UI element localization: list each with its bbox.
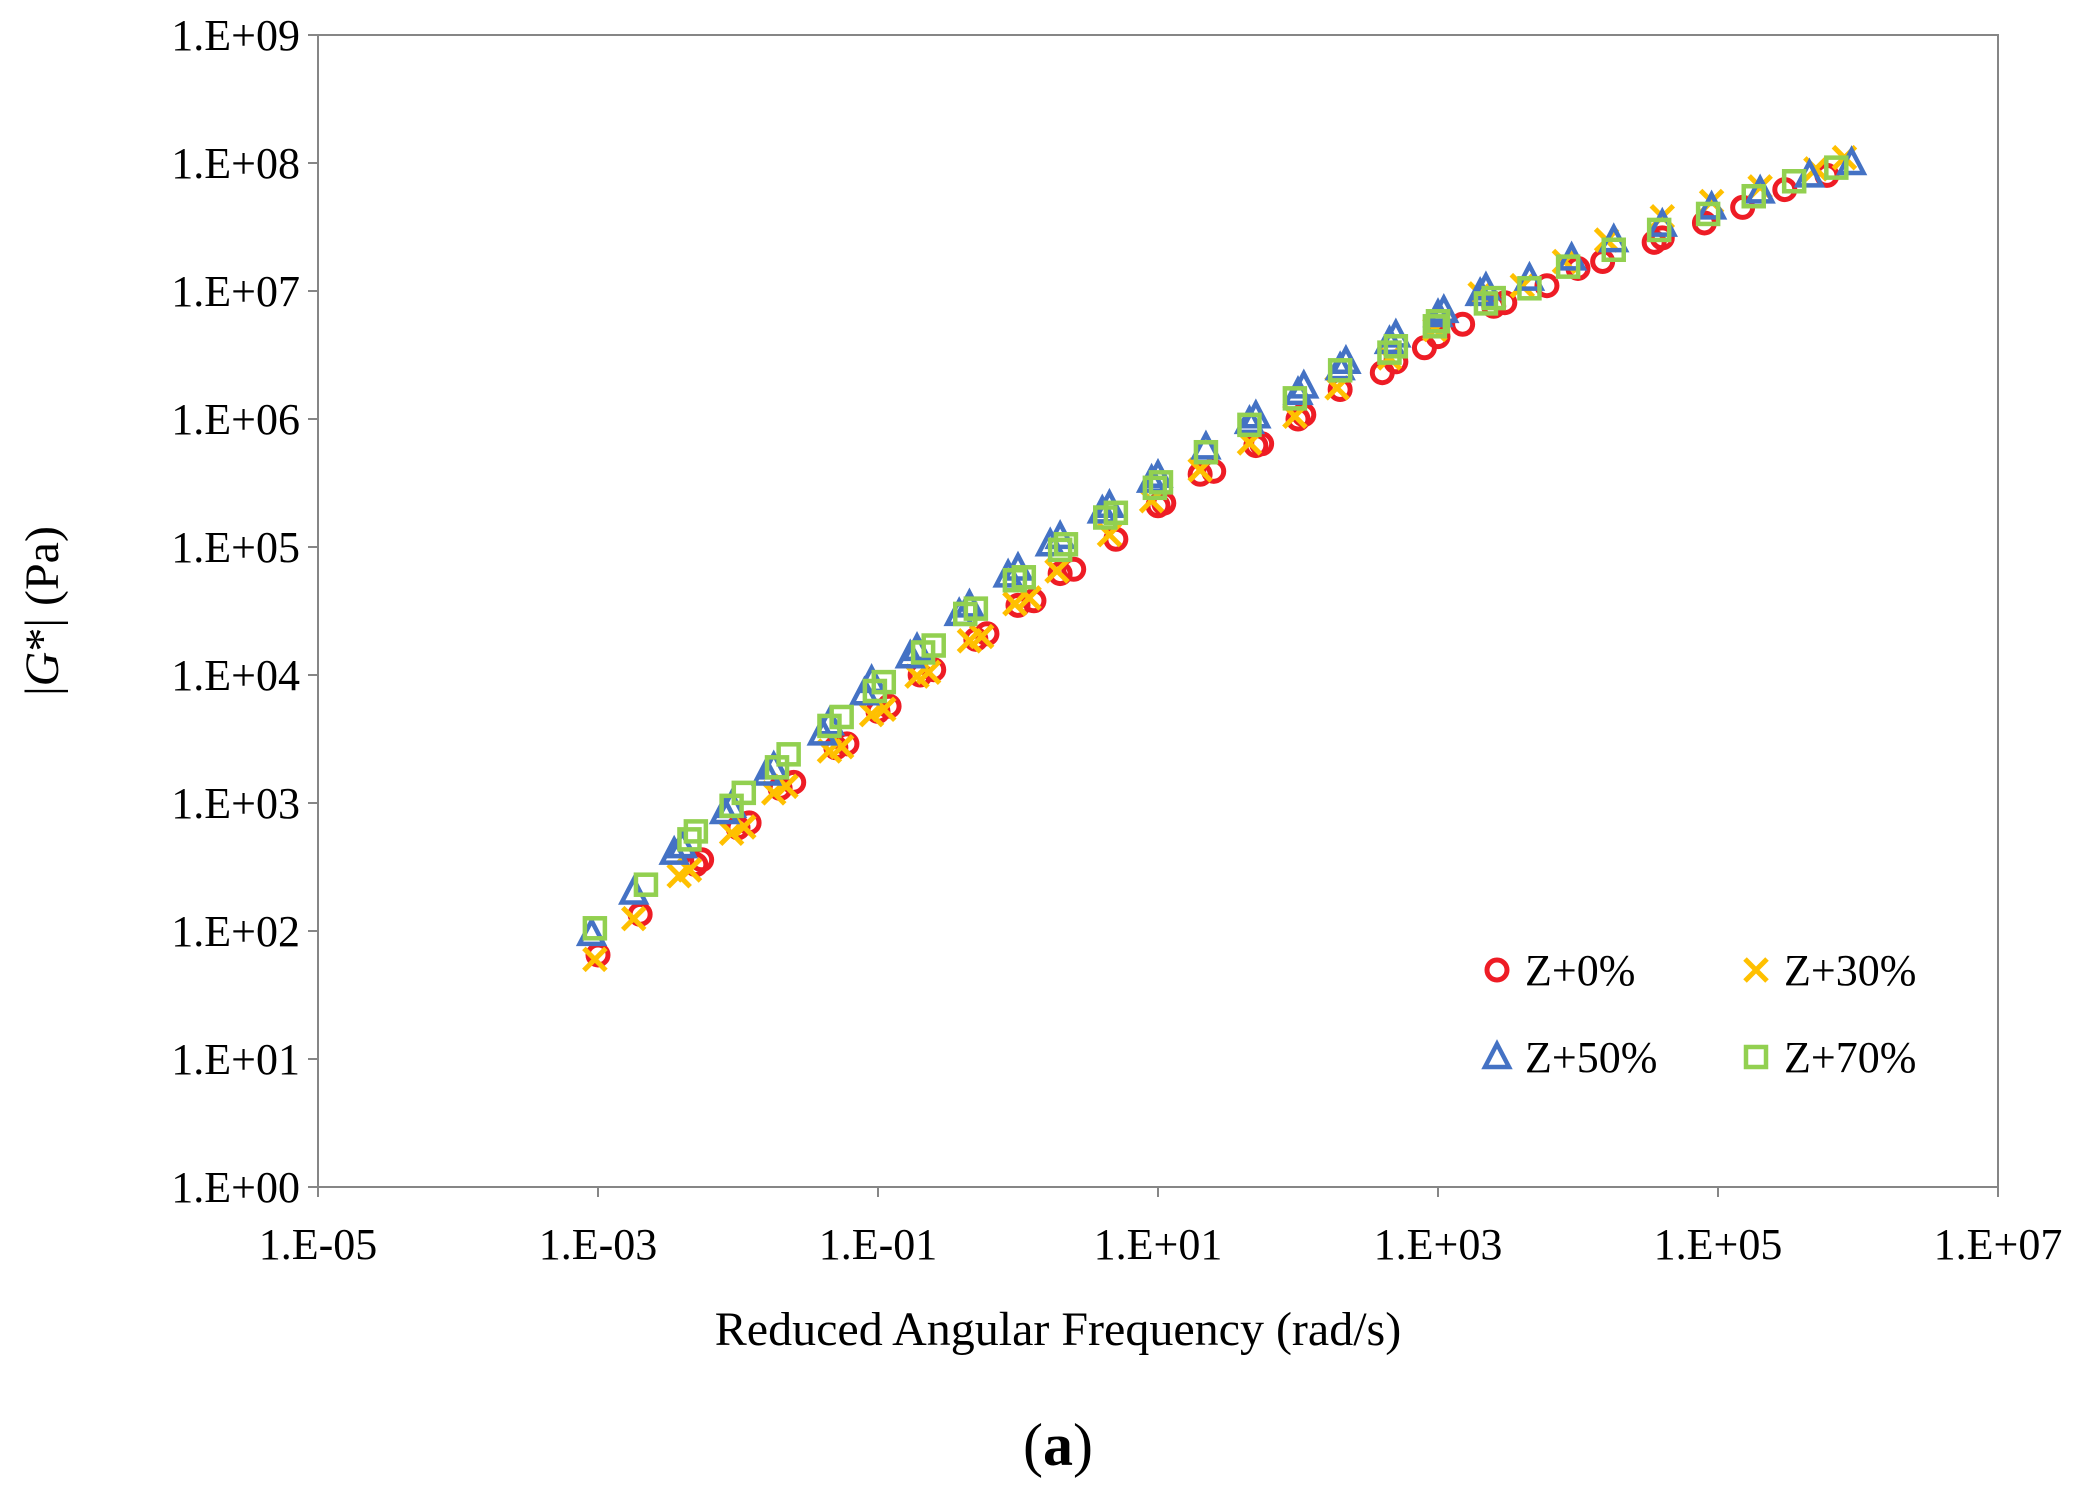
x-tick-label: 1.E-05 xyxy=(259,1220,378,1269)
data-point xyxy=(1002,591,1028,617)
legend-entry: Z+0% xyxy=(1484,946,1635,995)
data-point xyxy=(1425,309,1451,334)
legend-label: Z+30% xyxy=(1784,946,1916,995)
y-tick-label: 1.E+02 xyxy=(171,907,300,956)
y-tick-label: 1.E+09 xyxy=(171,11,300,60)
y-tick-label: 1.E+01 xyxy=(171,1035,300,1084)
data-point xyxy=(1233,403,1266,435)
data-point xyxy=(1142,475,1168,501)
series-x xyxy=(582,144,1858,973)
y-axis-title-symbol: G xyxy=(16,652,69,687)
x-tick-label: 1.E-01 xyxy=(819,1220,938,1269)
y-axis-title-unit: *| (Pa) xyxy=(16,526,69,652)
panel-label-close: ) xyxy=(1073,1412,1093,1478)
legend-marker xyxy=(1743,1044,1769,1070)
data-point xyxy=(731,780,757,806)
x-axis-title: Reduced Angular Frequency (rad/s) xyxy=(715,1303,1401,1356)
data-point xyxy=(1190,429,1222,460)
data-point xyxy=(829,704,854,730)
data-point xyxy=(1555,254,1581,279)
y-tick-label: 1.E+06 xyxy=(171,395,300,444)
data-point xyxy=(620,905,647,932)
panel-label-open: ( xyxy=(1023,1412,1043,1478)
y-axis: 1.E+00 1.E+01 1.E+02 1.E+03 1.E+04 1.E+05 1.E+… xyxy=(171,11,318,1212)
data-point xyxy=(1053,532,1079,557)
x-tick-label: 1.E+07 xyxy=(1934,1220,2063,1269)
data-point xyxy=(1695,201,1721,227)
legend: Z+0% Z+30% Z+50% Z+70% xyxy=(1481,946,1916,1082)
data-point xyxy=(1781,169,1807,194)
series-square xyxy=(582,155,1849,941)
data-point xyxy=(750,755,783,786)
data-point xyxy=(1193,439,1219,465)
legend-marker xyxy=(1481,1039,1513,1070)
data-point xyxy=(1534,273,1560,299)
data-point xyxy=(1047,537,1073,563)
data-point xyxy=(1061,556,1087,582)
data-point xyxy=(776,742,801,767)
y-axis-title-bar: | xyxy=(16,686,69,696)
data-point xyxy=(618,874,650,905)
legend-marker xyxy=(1484,957,1510,983)
legend-entry: Z+70% xyxy=(1743,1033,1916,1082)
data-point xyxy=(1744,173,1776,204)
y-tick-label: 1.E+04 xyxy=(171,651,300,700)
data-point xyxy=(1377,340,1402,365)
data-point xyxy=(1383,334,1409,359)
data-point xyxy=(633,872,659,897)
data-point xyxy=(1824,155,1849,180)
legend-entry: Z+50% xyxy=(1481,1033,1657,1082)
data-point xyxy=(1044,558,1070,584)
legend-marker xyxy=(1743,957,1769,983)
plot-area xyxy=(317,34,1999,1188)
data-point xyxy=(1601,237,1626,263)
data-point xyxy=(1422,314,1448,339)
data-point xyxy=(1741,183,1766,209)
data-point xyxy=(1481,285,1506,311)
legend-label: Z+70% xyxy=(1784,1033,1916,1082)
y-tick-label: 1.E+05 xyxy=(171,523,300,572)
panel-label-letter: a xyxy=(1043,1412,1073,1478)
data-point xyxy=(1047,561,1073,587)
data-point xyxy=(894,638,926,669)
y-tick-label: 1.E+00 xyxy=(171,1163,300,1212)
data-point xyxy=(1011,565,1037,590)
y-axis-title: |G*| (Pa) xyxy=(16,526,69,696)
x-tick-label: 1.E+03 xyxy=(1374,1220,1503,1269)
data-point xyxy=(1517,276,1542,301)
data-point xyxy=(1380,317,1412,348)
data-point xyxy=(1237,412,1262,438)
data-point xyxy=(683,819,709,844)
data-point xyxy=(1005,592,1031,618)
y-tick-label: 1.E+07 xyxy=(171,267,300,316)
legend-entry: Z+30% xyxy=(1743,946,1916,995)
data-point xyxy=(1103,500,1129,526)
data-point xyxy=(1148,470,1174,495)
data-point xyxy=(1646,217,1672,243)
x-tick-label: 1.E+05 xyxy=(1654,1220,1783,1269)
data-point xyxy=(718,820,745,847)
data-point xyxy=(963,596,989,621)
x-axis: 1.E-05 1.E-03 1.E-01 1.E+01 1.E+03 1.E+05 1.E+… xyxy=(259,1187,2063,1269)
y-tick-label: 1.E+03 xyxy=(171,779,300,828)
data-point xyxy=(968,623,995,650)
data-point xyxy=(1450,311,1476,337)
data-point xyxy=(1327,358,1353,383)
y-tick-label: 1.E+08 xyxy=(171,139,300,188)
data-point xyxy=(582,916,608,941)
data-point xyxy=(813,705,846,736)
data-point xyxy=(582,946,608,973)
panel-label: (a) xyxy=(1023,1412,1093,1478)
legend-label: Z+0% xyxy=(1525,946,1635,995)
data-point xyxy=(1282,386,1308,411)
data-series xyxy=(575,144,1868,973)
x-tick-label: 1.E+01 xyxy=(1094,1220,1223,1269)
data-point xyxy=(708,794,741,825)
data-point xyxy=(666,828,698,859)
data-point xyxy=(871,669,897,695)
x-tick-label: 1.E-03 xyxy=(539,1220,658,1269)
legend-label: Z+50% xyxy=(1525,1033,1657,1082)
data-point xyxy=(921,633,946,658)
